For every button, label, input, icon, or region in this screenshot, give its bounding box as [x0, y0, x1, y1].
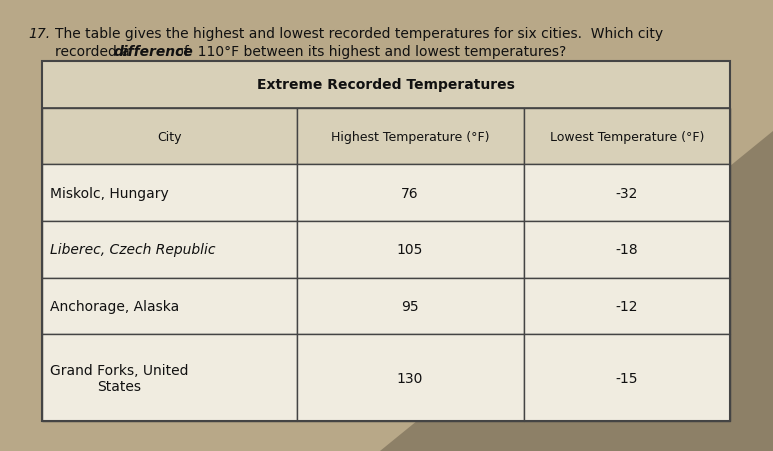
Text: 105: 105 [397, 243, 424, 257]
Bar [523, 108, 730, 165]
Bar [297, 165, 523, 221]
Text: -12: -12 [615, 299, 638, 313]
Bar [523, 165, 730, 221]
Bar [42, 278, 297, 335]
Text: recorded a: recorded a [55, 45, 135, 59]
Bar [523, 278, 730, 335]
Bar [523, 335, 730, 421]
Text: The table gives the highest and lowest recorded temperatures for six cities.  Wh: The table gives the highest and lowest r… [55, 27, 663, 41]
Text: Liberec, Czech Republic: Liberec, Czech Republic [50, 243, 216, 257]
Text: -15: -15 [615, 371, 638, 385]
Bar [42, 165, 297, 221]
Bar [42, 108, 297, 165]
Text: Anchorage, Alaska: Anchorage, Alaska [50, 299, 179, 313]
Bar [297, 335, 523, 421]
Bar [42, 221, 297, 278]
Text: 76: 76 [401, 186, 419, 200]
Bar [297, 108, 523, 165]
Text: Extreme Recorded Temperatures: Extreme Recorded Temperatures [257, 78, 515, 92]
Bar [42, 62, 730, 421]
Bar [523, 221, 730, 278]
Bar [42, 335, 297, 421]
Text: Miskolc, Hungary: Miskolc, Hungary [50, 186, 169, 200]
Text: -32: -32 [615, 186, 638, 200]
Text: Lowest Temperature (°F): Lowest Temperature (°F) [550, 130, 704, 143]
Bar [297, 221, 523, 278]
Text: Grand Forks, United
States: Grand Forks, United States [50, 363, 189, 393]
Text: 17.: 17. [28, 27, 50, 41]
Bar [297, 278, 523, 335]
Text: 95: 95 [401, 299, 419, 313]
Text: City: City [157, 130, 182, 143]
Bar [42, 62, 730, 108]
Text: -18: -18 [615, 243, 638, 257]
Text: of  110°F between its highest and lowest temperatures?: of 110°F between its highest and lowest … [172, 45, 567, 59]
Text: difference: difference [114, 45, 193, 59]
Text: 130: 130 [397, 371, 424, 385]
Text: Highest Temperature (°F): Highest Temperature (°F) [331, 130, 489, 143]
Polygon shape [380, 132, 773, 451]
